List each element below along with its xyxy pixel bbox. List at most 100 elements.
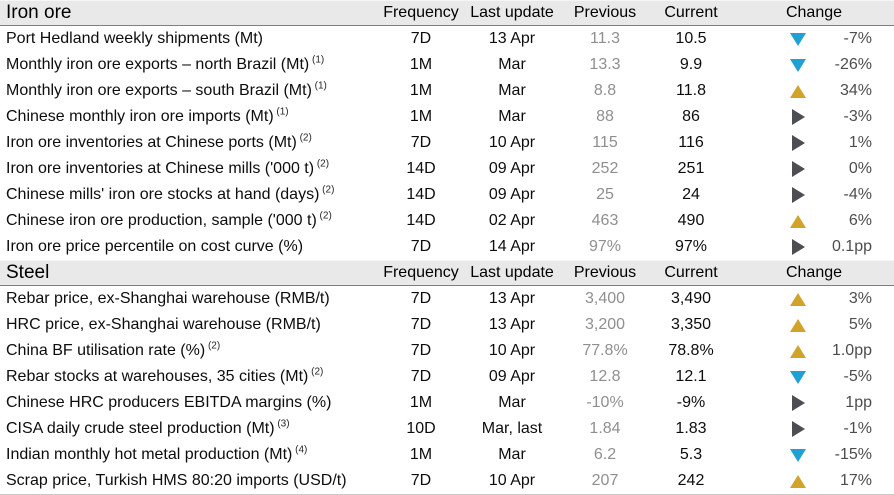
change-value: -3% bbox=[843, 108, 872, 125]
footnote-marker: (1) bbox=[309, 54, 325, 66]
change-cell: 1pp bbox=[734, 390, 894, 416]
change-value: -26% bbox=[834, 56, 872, 73]
section-title: Iron ore bbox=[6, 2, 72, 23]
frequency-cell: 1M bbox=[409, 56, 433, 73]
change-cell: -4% bbox=[734, 182, 894, 208]
frequency-cell: 1M bbox=[409, 446, 433, 463]
change-cell: 34% bbox=[734, 78, 894, 104]
current-cell: 3,490 bbox=[670, 290, 712, 307]
change-value: 5% bbox=[848, 316, 872, 333]
column-header-previous: Previous bbox=[573, 4, 637, 21]
table-row: Chinese mills' iron ore stocks at hand (… bbox=[0, 182, 894, 208]
row-label: Iron ore inventories at Chinese ports (M… bbox=[6, 132, 312, 151]
row-label: Chinese mills' iron ore stocks at hand (… bbox=[6, 184, 335, 203]
table-row: Iron ore inventories at Chinese mills ('… bbox=[0, 156, 894, 182]
last-update-cell: 02 Apr bbox=[488, 212, 536, 229]
change-cell: -26% bbox=[734, 52, 894, 78]
current-cell: 116 bbox=[678, 134, 704, 151]
footnote-marker: (1) bbox=[311, 80, 327, 92]
frequency-cell: 1M bbox=[409, 82, 433, 99]
change-direction-icon-box bbox=[788, 32, 808, 46]
current-cell: 3,350 bbox=[670, 316, 712, 333]
table-row: Port Hedland weekly shipments (Mt) 7D 13… bbox=[0, 26, 894, 52]
current-cell: 11.8 bbox=[676, 82, 706, 99]
row-label: Monthly iron ore exports – north Brazil … bbox=[6, 54, 325, 73]
table-row: Monthly iron ore exports – north Brazil … bbox=[0, 52, 894, 78]
frequency-cell: 14D bbox=[406, 186, 436, 203]
change-cell: -7% bbox=[734, 26, 894, 52]
change-cell: 1% bbox=[734, 130, 894, 156]
column-header-frequency: Frequency bbox=[383, 264, 459, 281]
previous-cell: 3,200 bbox=[584, 316, 626, 333]
change-cell: 5% bbox=[734, 312, 894, 338]
previous-cell: 13.3 bbox=[589, 56, 621, 73]
previous-cell: 207 bbox=[591, 472, 619, 489]
triangle-right-icon bbox=[791, 395, 805, 411]
current-cell: 242 bbox=[677, 472, 705, 489]
table-row: Chinese iron ore production, sample ('00… bbox=[0, 208, 894, 234]
triangle-right-icon bbox=[791, 239, 805, 255]
current-cell: 5.3 bbox=[679, 446, 703, 463]
section-rows: Port Hedland weekly shipments (Mt) 7D 13… bbox=[0, 26, 894, 260]
triangle-right-icon bbox=[791, 421, 805, 437]
previous-cell: 3,400 bbox=[584, 290, 626, 307]
section-steel: Steel Frequency Last update Previous Cur… bbox=[0, 260, 894, 494]
change-value: 1pp bbox=[845, 394, 872, 411]
current-cell: 24 bbox=[682, 186, 700, 203]
last-update-cell: 10 Apr bbox=[488, 472, 536, 489]
current-cell: 251 bbox=[677, 160, 705, 177]
row-label: Indian monthly hot metal production (Mt)… bbox=[6, 444, 308, 463]
triangle-down-icon bbox=[790, 58, 806, 72]
previous-cell: 25 bbox=[596, 186, 614, 203]
footnote-marker: (2) bbox=[296, 132, 312, 144]
change-value: -4% bbox=[843, 186, 872, 203]
change-cell: 6% bbox=[734, 208, 894, 234]
current-cell: 490 bbox=[677, 212, 705, 229]
triangle-right-icon bbox=[791, 161, 805, 177]
triangle-down-icon bbox=[790, 448, 806, 462]
previous-cell: 88 bbox=[596, 108, 614, 125]
change-direction-icon-box bbox=[788, 292, 808, 306]
previous-cell: 11.3 bbox=[590, 30, 620, 47]
frequency-cell: 14D bbox=[406, 212, 436, 229]
current-cell: 1.83 bbox=[675, 420, 707, 437]
previous-cell: 463 bbox=[591, 212, 619, 229]
last-update-cell: Mar bbox=[498, 56, 526, 73]
frequency-cell: 7D bbox=[410, 238, 432, 255]
row-label: Monthly iron ore exports – south Brazil … bbox=[6, 80, 327, 99]
current-cell: 78.8% bbox=[668, 342, 714, 359]
change-cell: 1.0pp bbox=[734, 338, 894, 364]
previous-cell: 252 bbox=[591, 160, 619, 177]
change-direction-icon-box bbox=[788, 448, 808, 462]
change-cell: -15% bbox=[734, 442, 894, 468]
row-label: Scrap price, Turkish HMS 80:20 imports (… bbox=[6, 472, 347, 489]
last-update-cell: 09 Apr bbox=[488, 368, 536, 385]
change-direction-icon-box bbox=[788, 318, 808, 332]
last-update-cell: 09 Apr bbox=[488, 160, 536, 177]
frequency-cell: 7D bbox=[410, 368, 432, 385]
current-cell: -9% bbox=[676, 394, 706, 411]
last-update-cell: 10 Apr bbox=[488, 134, 536, 151]
change-value: 34% bbox=[839, 82, 872, 99]
change-direction-icon-box bbox=[788, 395, 808, 411]
change-value: -5% bbox=[843, 368, 872, 385]
last-update-cell: Mar bbox=[498, 108, 526, 125]
table-row: Iron ore price percentile on cost curve … bbox=[0, 234, 894, 260]
table-row: Scrap price, Turkish HMS 80:20 imports (… bbox=[0, 468, 894, 494]
frequency-cell: 7D bbox=[410, 30, 432, 47]
footnote-marker: (2) bbox=[316, 210, 332, 222]
previous-cell: 1.84 bbox=[589, 420, 621, 437]
change-cell: -5% bbox=[734, 364, 894, 390]
row-label: Chinese HRC producers EBITDA margins (%) bbox=[6, 394, 332, 411]
triangle-up-icon bbox=[790, 318, 806, 332]
previous-cell: 77.8% bbox=[582, 342, 628, 359]
previous-cell: 8.8 bbox=[593, 82, 617, 99]
table-row: Chinese monthly iron ore imports (Mt) (1… bbox=[0, 104, 894, 130]
last-update-cell: Mar bbox=[498, 394, 526, 411]
current-cell: 86 bbox=[682, 108, 700, 125]
row-label: Rebar stocks at warehouses, 35 cities (M… bbox=[6, 366, 324, 385]
change-value: 0% bbox=[848, 160, 872, 177]
previous-cell: 97% bbox=[588, 238, 622, 255]
row-label: Chinese monthly iron ore imports (Mt) (1… bbox=[6, 106, 289, 125]
